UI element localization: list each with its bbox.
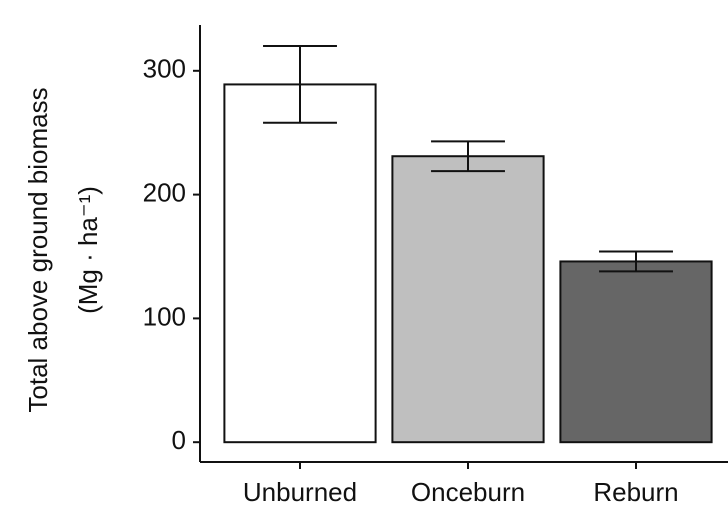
bar [391,155,545,444]
y-tick-label: 200 [143,177,186,207]
error-bar [263,45,337,124]
x-tick-label: Unburned [243,477,357,507]
error-bar [431,140,505,173]
y-axis-label: Total above ground biomass [23,87,53,412]
y-tick-label: 100 [143,301,186,331]
x-tick-label: Reburn [593,477,678,507]
bar [559,260,713,444]
bar [223,83,377,444]
error-bar [599,250,673,273]
y-tick-label: 300 [143,54,186,84]
y-tick-label: 0 [172,425,186,455]
x-tick-label: Onceburn [411,477,525,507]
y-axis-label: (Mg · ha⁻¹) [73,186,103,314]
